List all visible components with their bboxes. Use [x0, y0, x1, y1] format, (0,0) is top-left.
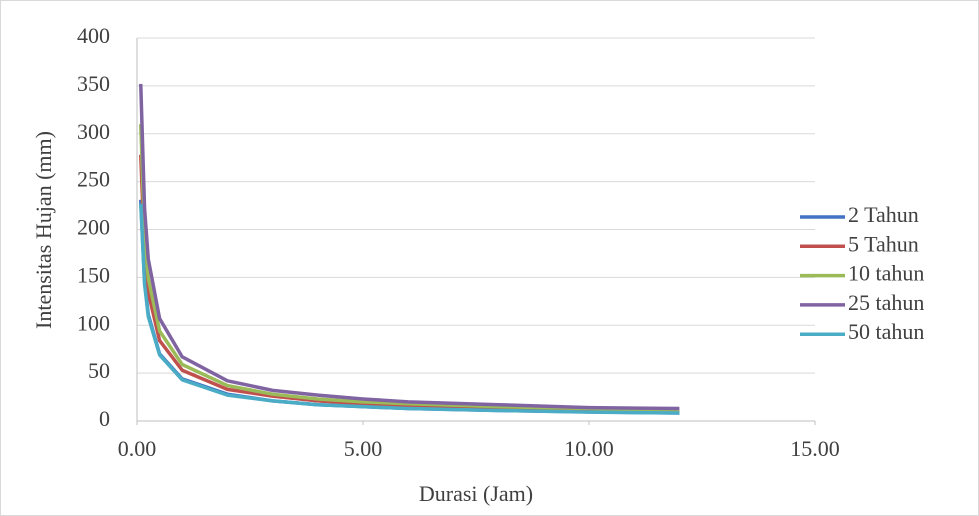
y-axis-title: Intensitas Hujan (mm) [31, 131, 56, 329]
y-tick-label: 100 [77, 310, 110, 335]
legend-label: 25 tahun [848, 290, 924, 315]
y-tick-label: 350 [77, 71, 110, 96]
x-tick-label: 15.00 [790, 436, 840, 461]
y-tick-label: 400 [77, 23, 110, 48]
y-tick-label: 200 [77, 215, 110, 240]
chart: Durasi (Jam) Intensitas Hujan (mm) 0 50 10… [0, 0, 979, 516]
y-tick-label: 150 [77, 262, 110, 287]
x-tick-label: 0.00 [118, 436, 157, 461]
x-axis-title: Durasi (Jam) [419, 481, 533, 506]
legend-label: 5 Tahun [848, 231, 919, 256]
x-tick-label: 10.00 [564, 436, 614, 461]
y-tick-label: 300 [77, 119, 110, 144]
legend-label: 2 Tahun [848, 202, 919, 227]
x-tick-label: 5.00 [344, 436, 383, 461]
legend-label: 50 tahun [848, 319, 924, 344]
y-tick-label: 50 [88, 358, 110, 383]
y-tick-label: 0 [99, 406, 110, 431]
legend-label: 10 tahun [848, 261, 924, 286]
y-tick-label: 250 [77, 167, 110, 192]
